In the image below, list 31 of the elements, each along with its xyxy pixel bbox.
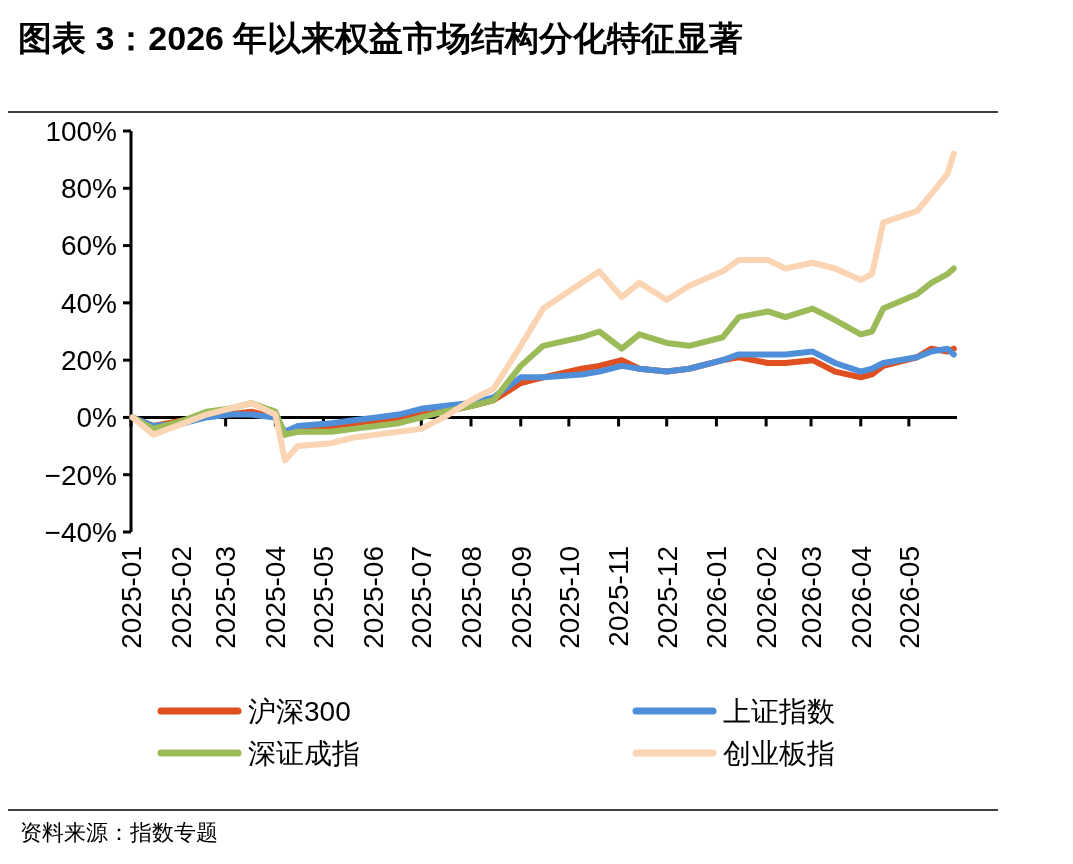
x-tick-label: 2026-04 [845, 546, 877, 649]
chart-title: 图表 3：2026 年以来权益市场结构分化特征显著 [18, 19, 744, 57]
x-tick-label: 2025-06 [357, 546, 389, 649]
x-tick-label: 2025-02 [165, 546, 197, 649]
x-tick-label: 2026-05 [893, 546, 925, 649]
y-tick-label: −20% [44, 459, 117, 491]
y-tick-label: 40% [60, 287, 117, 319]
legend-label: 上证指数 [723, 695, 835, 727]
x-tick-label: 2026-03 [795, 546, 827, 649]
x-tick-label: 2025-08 [455, 546, 487, 649]
y-tick-label: 100% [45, 115, 117, 147]
x-tick-label: 2025-11 [603, 546, 635, 647]
x-tick-label: 2025-03 [210, 546, 242, 649]
y-tick-label: 80% [60, 173, 117, 205]
x-tick-label: 2025-04 [260, 546, 292, 649]
x-tick-label: 2025-05 [308, 546, 340, 649]
x-tick-label: 2026-02 [750, 546, 782, 649]
x-tick-label: 2025-10 [553, 546, 585, 649]
y-tick-label: 60% [60, 230, 117, 262]
y-tick-label: −40% [44, 516, 117, 548]
x-tick-label: 2025-12 [651, 546, 683, 649]
x-tick-label: 2025-07 [406, 546, 438, 649]
x-tick-label: 2026-01 [701, 546, 733, 649]
y-tick-label: 0% [76, 402, 117, 434]
x-tick-label: 2025-09 [505, 546, 537, 649]
x-tick-label: 2025-01 [115, 546, 147, 649]
y-tick-label: 20% [60, 344, 117, 376]
text: 资料来源：指数专题 [20, 820, 218, 845]
legend-label: 沪深300 [248, 695, 351, 727]
legend-label: 深证成指 [248, 737, 360, 769]
legend-label: 创业板指 [723, 737, 835, 769]
